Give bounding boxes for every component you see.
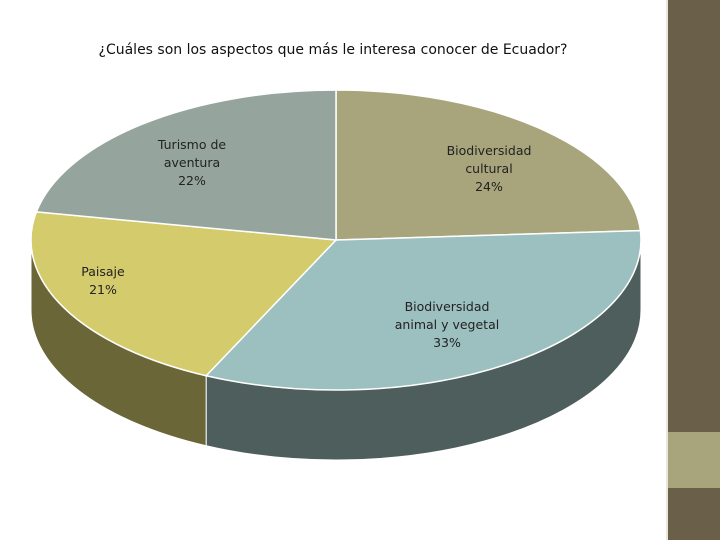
slice-name-line: animal y vegetal (395, 317, 499, 332)
sidebar-divider (666, 0, 668, 540)
slice-name-line: cultural (465, 161, 512, 176)
slice-name-line: Paisaje (81, 264, 125, 279)
slice-name-line: Biodiversidad (405, 299, 490, 314)
pie-slice-1 (204, 229, 642, 391)
slice-label-2: Paisaje 21% (81, 264, 125, 297)
slice-pct-label: 22% (178, 173, 206, 188)
pie-slice-2 (30, 211, 338, 377)
slice-name-line: Turismo de (157, 137, 227, 152)
slice-pct-label: 33% (433, 335, 461, 350)
sidebar-block-middle (666, 432, 720, 488)
slice-label-3: Turismo de aventura 22% (157, 137, 227, 188)
slice-pct-label: 24% (475, 179, 503, 194)
pie-labels: Biodiversidad cultural 24% Biodiversidad ani… (81, 137, 531, 350)
pie-slices (30, 89, 642, 391)
pie-slice-0 (335, 89, 642, 241)
slice-label-0: Biodiversidad cultural 24% (447, 143, 532, 194)
chart-title: ¿Cuáles son los aspectos que más le inte… (98, 42, 568, 58)
slice-label-1: Biodiversidad animal y vegetal 33% (395, 299, 499, 350)
sidebar-block-top (666, 0, 720, 432)
pie-chart: Biodiversidad cultural 24% Biodiversidad ani… (30, 89, 642, 461)
slice-name-line: Biodiversidad (447, 143, 532, 158)
sidebar-block-bottom (666, 488, 720, 540)
slice-name-line: aventura (164, 155, 220, 170)
slice-pct-label: 21% (89, 282, 117, 297)
pie-slice-3 (35, 89, 337, 241)
sidebar-decoration (666, 0, 720, 540)
